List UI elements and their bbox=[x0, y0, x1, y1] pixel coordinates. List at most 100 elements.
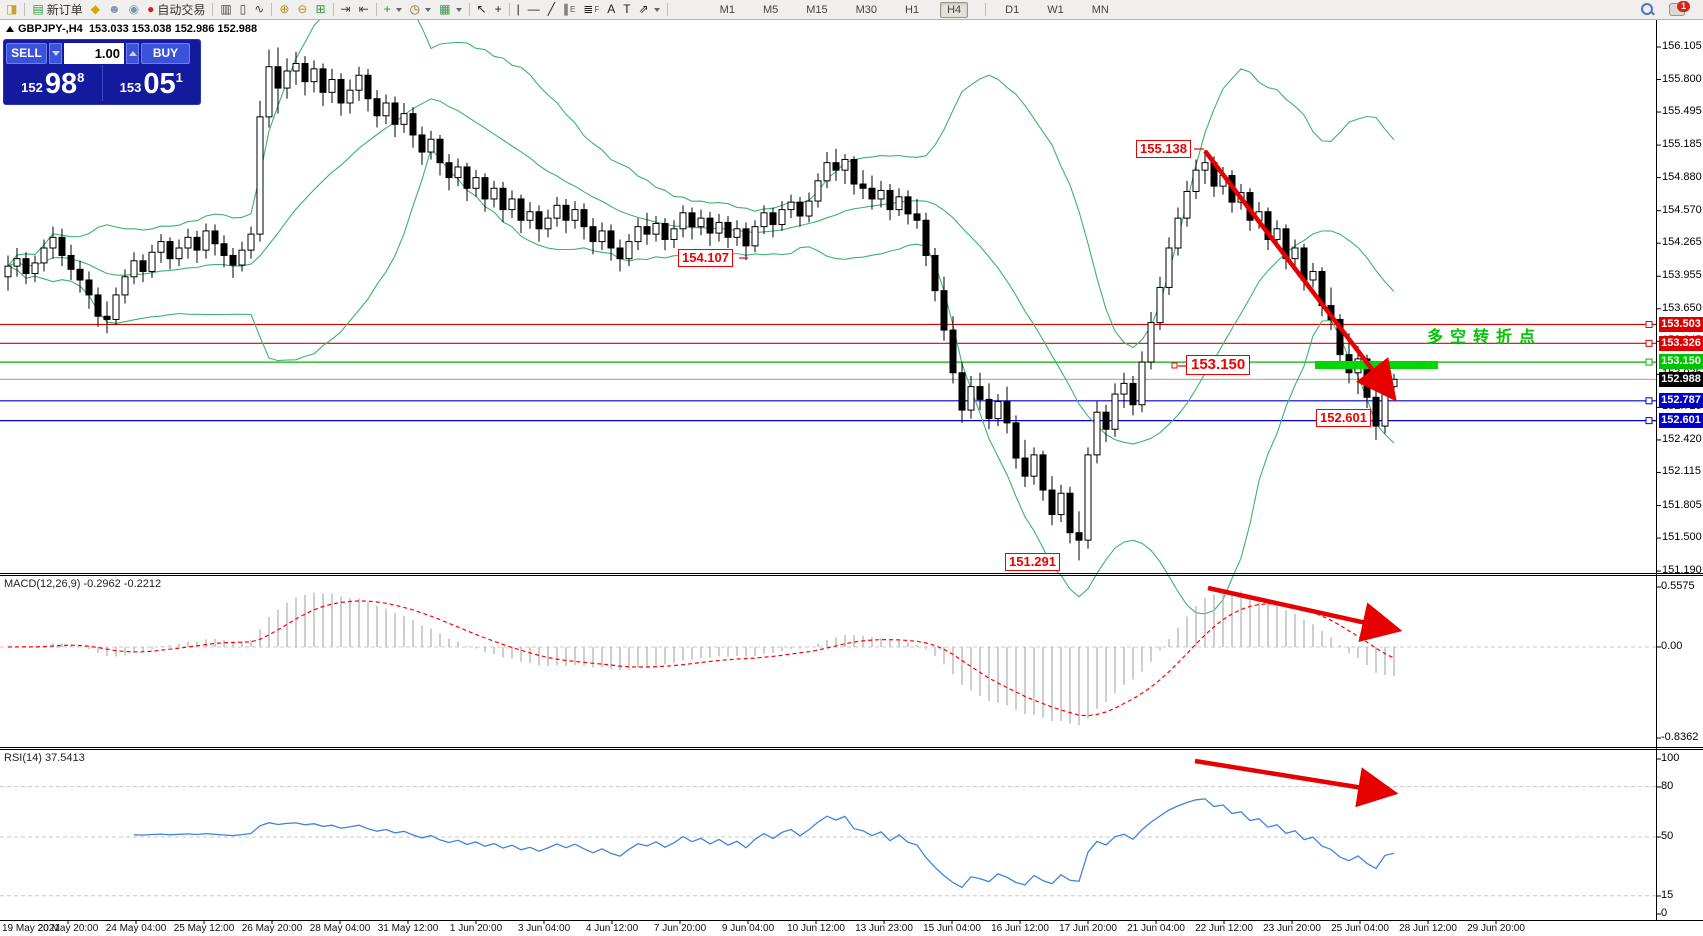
chevron-down-icon bbox=[455, 7, 462, 12]
time-axis-tick: 28 Jun 12:00 bbox=[1399, 923, 1457, 934]
price-label-swing-low[interactable]: 151.291 bbox=[1005, 553, 1060, 571]
time-axis-tick: 25 Jun 04:00 bbox=[1331, 923, 1389, 934]
toolbar-separator bbox=[271, 3, 273, 16]
timeframe-h4[interactable]: H4 bbox=[940, 1, 969, 18]
rsi-scale-tick: 0 bbox=[1661, 907, 1668, 919]
sell-price-pips: 98 bbox=[44, 68, 78, 100]
current-price-tag: 152.988 bbox=[1659, 372, 1703, 387]
time-axis-tick: 20 May 20:00 bbox=[37, 923, 99, 934]
bar-chart-icon[interactable]: ▥ bbox=[216, 2, 235, 17]
channel-icon[interactable]: ∥ E bbox=[559, 2, 579, 17]
time-axis-tick: 19 May 2021 bbox=[2, 923, 60, 934]
price-axis-tick: 155.185 bbox=[1662, 138, 1702, 151]
macd-scale-tick: -0.8362 bbox=[1661, 731, 1699, 743]
price-label-mid-low[interactable]: 154.107 bbox=[678, 249, 733, 267]
timeframe-mn[interactable]: MN bbox=[1091, 3, 1109, 16]
toolbar-separator bbox=[24, 3, 26, 16]
timeframe-h1[interactable]: H1 bbox=[905, 3, 920, 16]
text-icon[interactable]: A bbox=[603, 2, 619, 17]
add-indicator-button[interactable]: + bbox=[380, 2, 406, 17]
open-chart-icon[interactable]: ◨ bbox=[2, 2, 21, 17]
triangle-up-icon bbox=[128, 51, 137, 56]
period-button[interactable]: ◷ bbox=[406, 2, 435, 17]
auto-scroll-icon: ⇥ bbox=[340, 2, 351, 16]
fibonacci-icon[interactable]: ≣ F bbox=[579, 2, 603, 17]
price-axis-tick: 151.805 bbox=[1662, 498, 1702, 511]
timeframe-toolbar: M1 M5 M15 M30 H1 H4 D1 W1 MN bbox=[713, 1, 1130, 18]
price-axis-tick: 151.500 bbox=[1662, 531, 1702, 544]
price-label-level-break[interactable]: 152.601 bbox=[1316, 409, 1371, 427]
toolbar-separator bbox=[508, 3, 510, 16]
price-label-swing-high[interactable]: 155.138 bbox=[1136, 140, 1191, 158]
collapse-caret-icon[interactable] bbox=[6, 26, 14, 32]
line-chart-icon[interactable]: ∿ bbox=[250, 2, 268, 17]
volume-input[interactable] bbox=[64, 43, 124, 64]
trendline-icon[interactable]: ╱ bbox=[544, 2, 559, 17]
crosshair-icon[interactable]: + bbox=[491, 2, 506, 17]
zoom-out-icon[interactable]: ⊖ bbox=[293, 2, 311, 17]
timeframe-m1[interactable]: M1 bbox=[719, 3, 735, 16]
toolbar-separator bbox=[666, 3, 668, 16]
toolbar-separator bbox=[985, 3, 987, 16]
trendline-icon: ╱ bbox=[547, 2, 555, 16]
new-order-button[interactable]: ▤ 新订单 bbox=[28, 0, 86, 19]
horizontal-line-icon[interactable]: — bbox=[524, 2, 544, 17]
arrows-icon[interactable]: ⇗ bbox=[635, 2, 664, 17]
price-label-level-focus[interactable]: 153.150 bbox=[1186, 355, 1251, 375]
market-watch-icon[interactable]: ☻ bbox=[104, 2, 125, 17]
search-icon[interactable] bbox=[1641, 3, 1653, 15]
price-tag: 153.503 bbox=[1659, 317, 1703, 332]
time-axis-tick: 7 Jun 20:00 bbox=[653, 923, 707, 934]
auto-trading-button-label: 自动交易 bbox=[157, 3, 206, 17]
time-axis-tick: 13 Jun 23:00 bbox=[855, 923, 913, 934]
price-tag: 152.601 bbox=[1659, 413, 1703, 428]
sell-button[interactable]: SELL bbox=[6, 43, 47, 64]
macd-label: MACD(12,26,9) -0.2962 -0.2212 bbox=[4, 578, 162, 590]
channel-icon: ∥ bbox=[562, 2, 569, 16]
price-axis-tick: 154.570 bbox=[1662, 203, 1702, 216]
zoom-in-icon[interactable]: ⊕ bbox=[275, 2, 293, 17]
vertical-line-icon[interactable]: | bbox=[513, 2, 524, 17]
toolbar-separator bbox=[375, 3, 377, 16]
styler-icon[interactable]: ◆ bbox=[87, 2, 104, 17]
buy-price[interactable]: 153 05 1 bbox=[103, 65, 201, 101]
template-button[interactable]: ▦ bbox=[435, 2, 465, 17]
timeframe-m30[interactable]: M30 bbox=[855, 3, 878, 16]
tile-windows-icon[interactable]: ⊞ bbox=[311, 2, 329, 17]
turning-point-annotation[interactable]: 多空转折点 bbox=[1427, 329, 1543, 346]
chart-shift-icon[interactable]: ⇤ bbox=[355, 2, 373, 17]
chart-shift-icon: ⇤ bbox=[358, 2, 369, 16]
time-axis-tick: 16 Jun 12:00 bbox=[991, 923, 1049, 934]
template-button: ▦ bbox=[439, 2, 451, 16]
time-axis-tick: 23 Jun 20:00 bbox=[1263, 923, 1321, 934]
chevron-down-icon bbox=[395, 7, 402, 12]
sell-price[interactable]: 152 98 8 bbox=[4, 65, 103, 101]
channel-icon-letter: E bbox=[569, 5, 576, 14]
text-icon: A bbox=[607, 2, 616, 16]
toolbar-separator bbox=[212, 3, 214, 16]
add-indicator-button: + bbox=[383, 2, 391, 16]
zoom-out-icon: ⊖ bbox=[297, 2, 308, 16]
line-chart-icon: ∿ bbox=[254, 2, 265, 16]
cursor-icon[interactable]: ↖ bbox=[473, 2, 491, 17]
zoom-in-icon: ⊕ bbox=[279, 2, 290, 16]
timeframe-m15[interactable]: M15 bbox=[806, 3, 828, 16]
candlestick-chart-icon[interactable]: ▯ bbox=[236, 2, 251, 17]
volume-increase-button[interactable] bbox=[126, 43, 139, 64]
candlestick-chart-icon: ▯ bbox=[239, 2, 247, 16]
volume-decrease-button[interactable] bbox=[49, 43, 62, 64]
text-label-icon[interactable]: T bbox=[619, 2, 634, 17]
fibonacci-icon: ≣ bbox=[583, 2, 594, 16]
notifications-icon[interactable]: 1 bbox=[1669, 1, 1690, 16]
timeframe-w1[interactable]: W1 bbox=[1047, 3, 1064, 16]
timeframe-m5[interactable]: M5 bbox=[762, 3, 779, 16]
auto-trading-button[interactable]: ● 自动交易 bbox=[143, 0, 209, 19]
news-icon[interactable]: ◉ bbox=[125, 2, 143, 17]
time-axis-tick: 9 Jun 04:00 bbox=[721, 923, 775, 934]
buy-button[interactable]: BUY bbox=[141, 43, 190, 64]
bar-chart-icon: ▥ bbox=[220, 2, 232, 16]
timeframe-d1[interactable]: D1 bbox=[1005, 3, 1020, 16]
auto-scroll-icon[interactable]: ⇥ bbox=[337, 2, 355, 17]
